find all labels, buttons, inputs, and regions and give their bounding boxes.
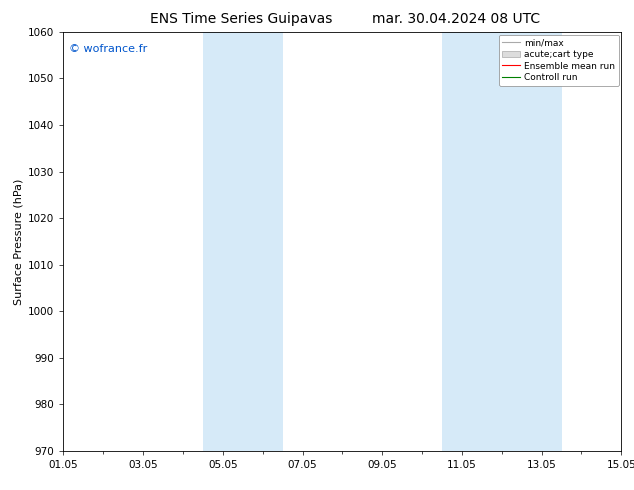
Legend: min/max, acute;cart type, Ensemble mean run, Controll run: min/max, acute;cart type, Ensemble mean …: [499, 35, 619, 86]
Bar: [203, 32, 283, 451]
Bar: [442, 32, 562, 451]
Y-axis label: Surface Pressure (hPa): Surface Pressure (hPa): [14, 178, 24, 304]
Text: mar. 30.04.2024 08 UTC: mar. 30.04.2024 08 UTC: [372, 12, 541, 26]
Text: ENS Time Series Guipavas: ENS Time Series Guipavas: [150, 12, 332, 26]
Text: © wofrance.fr: © wofrance.fr: [69, 45, 147, 54]
